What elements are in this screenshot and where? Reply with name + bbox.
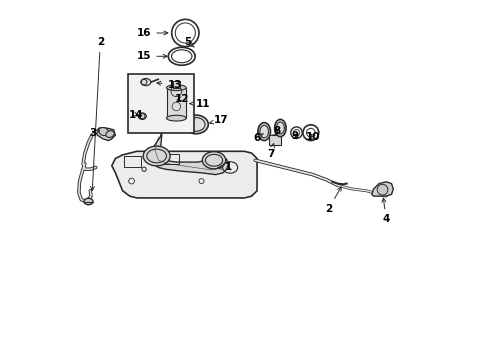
Ellipse shape <box>84 198 93 205</box>
Bar <box>268 135 281 145</box>
Circle shape <box>376 184 387 195</box>
Bar <box>166 87 186 118</box>
Polygon shape <box>371 182 392 196</box>
Ellipse shape <box>99 127 108 136</box>
Bar <box>163 154 179 164</box>
Text: 3: 3 <box>89 128 99 138</box>
Ellipse shape <box>258 123 270 140</box>
Text: 8: 8 <box>273 126 280 135</box>
Text: 10: 10 <box>305 132 320 142</box>
Ellipse shape <box>138 113 146 120</box>
Ellipse shape <box>141 78 151 86</box>
Ellipse shape <box>202 152 225 169</box>
Bar <box>124 156 140 167</box>
Text: 14: 14 <box>129 110 143 120</box>
Text: 6: 6 <box>253 133 263 143</box>
Ellipse shape <box>105 131 114 138</box>
Text: 9: 9 <box>290 131 298 141</box>
Polygon shape <box>151 132 228 175</box>
Bar <box>128 74 194 134</box>
Ellipse shape <box>183 115 208 134</box>
Text: 7: 7 <box>266 143 274 159</box>
Bar <box>173 81 179 87</box>
Text: 12: 12 <box>174 94 188 104</box>
Ellipse shape <box>269 135 280 143</box>
Text: 13: 13 <box>157 80 182 90</box>
Polygon shape <box>96 128 115 140</box>
Text: 2: 2 <box>90 37 104 190</box>
Ellipse shape <box>274 120 285 136</box>
Text: 15: 15 <box>137 51 167 61</box>
Text: 17: 17 <box>209 115 228 125</box>
Ellipse shape <box>166 85 186 90</box>
Text: 4: 4 <box>381 198 389 224</box>
Ellipse shape <box>143 146 170 166</box>
Text: 11: 11 <box>189 99 210 109</box>
Text: 2: 2 <box>325 187 341 214</box>
Text: 16: 16 <box>137 28 167 38</box>
Polygon shape <box>112 151 257 198</box>
Text: 1: 1 <box>218 162 231 172</box>
Text: 5: 5 <box>184 37 194 47</box>
Ellipse shape <box>166 115 186 121</box>
